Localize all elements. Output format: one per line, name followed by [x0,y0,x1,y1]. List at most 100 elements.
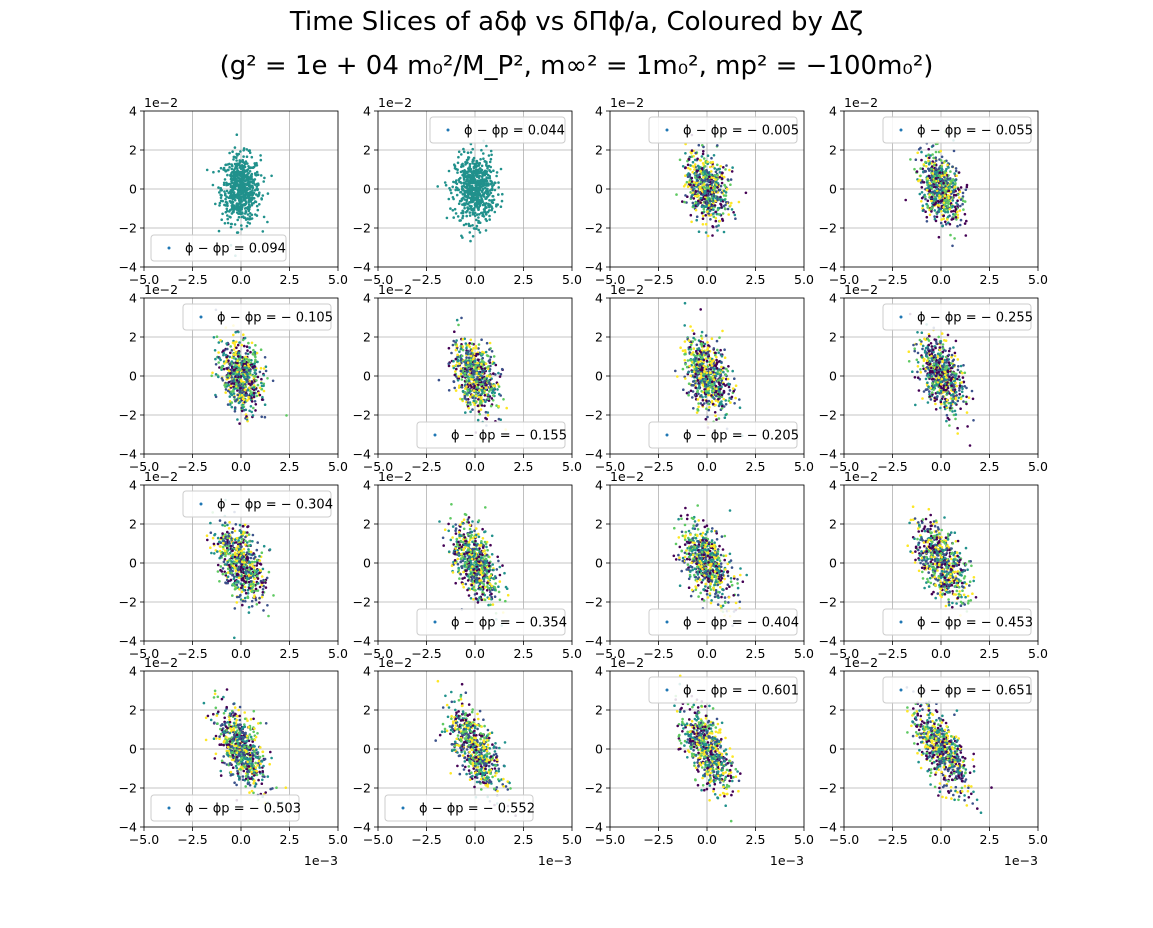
scatter-point [731,369,734,373]
scatter-point [246,388,250,392]
scatter-point [226,173,229,177]
scatter-point [236,175,239,179]
scatter-point [689,164,692,167]
scatter-point [708,199,712,203]
scatter-point [470,342,474,346]
scatter-point [719,165,722,168]
scatter-point [488,199,491,202]
scatter-point [240,206,243,210]
scatter-point [261,230,265,233]
scatter-point [217,375,220,379]
scatter-point [674,369,677,373]
scatter-point [453,207,457,211]
y-tick-label: 0 [595,182,603,197]
scatter-point [259,154,262,157]
scatter-point [954,207,958,211]
scatter-point [217,229,221,233]
scatter-point [455,339,458,342]
scatter-point [217,341,221,344]
scatter-point [682,185,686,188]
scatter-point [240,211,244,214]
scatter-point [465,199,469,203]
scatter-point [231,150,234,153]
scatter-point [486,374,489,378]
scatter-point [459,176,462,180]
scatter-point [230,196,233,200]
scatter-point [250,198,254,201]
scatter-point [478,221,482,224]
scatter-point [500,367,504,371]
scatter-point [717,213,721,216]
scatter-point [492,394,495,397]
scatter-point [221,379,225,382]
scatter-point [460,398,464,401]
scatter-point [691,329,694,332]
y-tick-label: −2 [819,221,837,236]
scatter-point [718,188,722,192]
x-tick-label: 0.0 [231,459,251,474]
scatter-point [691,189,695,192]
scatter-point [236,343,240,347]
scatter-point [458,219,462,222]
scatter-point [490,387,493,391]
scatter-point [734,217,737,220]
scatter-point [452,216,456,219]
scatter-point [686,185,690,189]
scatter-point [483,208,486,211]
scatter-point [722,397,725,401]
scatter-point [473,211,477,215]
scatter-point [942,181,945,185]
legend-marker [665,433,669,437]
scatter-point [253,162,256,165]
scatter-point [927,147,930,151]
scatter-point [238,199,241,202]
scatter-point [459,347,463,351]
scatter-point [922,208,925,212]
scatter-point [711,387,714,390]
scatter-point [705,200,708,203]
x-tick-label: −5.0 [363,272,393,287]
scatter-point [959,186,963,189]
scatter-point [698,377,702,380]
scatter-point [943,170,946,174]
scatter-point [731,387,735,390]
y-tick-label: 0 [129,182,137,197]
scatter-point [247,365,251,368]
scatter-point [699,308,702,311]
scatter-point [926,199,930,203]
scatter-point [904,198,907,202]
scatter-point [477,395,481,399]
scatter-point [705,183,709,187]
legend-box [150,234,287,262]
scatter-point [483,404,486,408]
scatter-point [687,166,690,170]
scatter-point [693,393,697,397]
scatter-point [502,398,505,401]
scatter-point [476,169,479,172]
scatter-point [250,400,254,403]
scatter-point [702,157,706,160]
scatter-point [479,399,482,403]
scatter-point [490,350,494,353]
scatter-point [703,385,707,388]
scatter-point [236,188,240,192]
scatter-point [256,187,259,191]
scatter-point [920,186,924,189]
scatter-point [950,185,954,189]
scatter-point [474,364,478,367]
scatter-point [258,386,262,390]
scatter-point [957,187,960,191]
scatter-point [918,192,922,196]
scatter-point [472,171,476,175]
scatter-point [475,218,478,222]
scatter-point [687,157,691,161]
scatter-point [699,201,702,204]
scatter-point [461,162,464,166]
scatter-point [473,207,476,210]
scatter-point [689,359,693,362]
scatter-point [239,368,242,372]
scatter-point [726,207,730,211]
scatter-point [695,343,699,347]
scatter-point [709,218,712,221]
